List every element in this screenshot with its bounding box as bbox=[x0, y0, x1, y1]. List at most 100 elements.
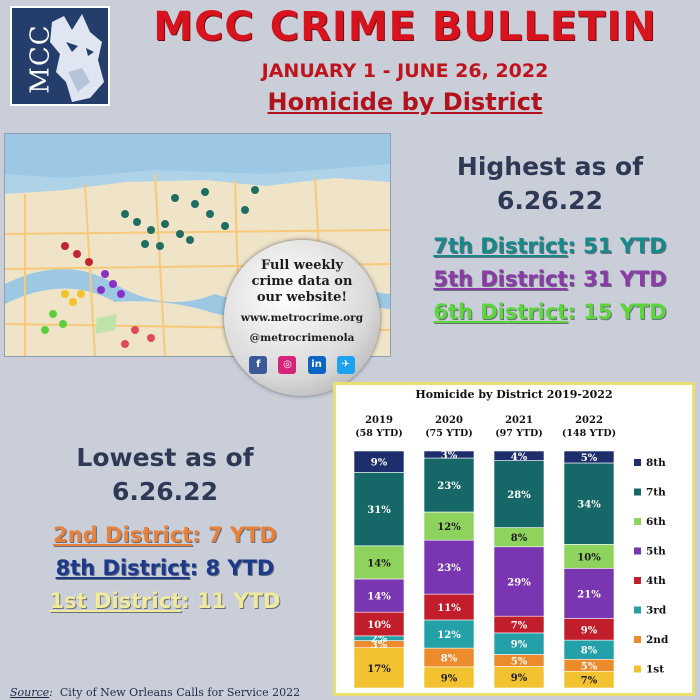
district-name: 2nd District bbox=[53, 523, 193, 547]
wolf-icon bbox=[50, 14, 104, 102]
data-label: 29% bbox=[507, 577, 531, 588]
category-label: 2021 bbox=[505, 415, 533, 426]
category-label: 2019 bbox=[365, 415, 393, 426]
district-value: 8 YTD bbox=[205, 556, 275, 580]
website-url[interactable]: www.metrocrime.org bbox=[240, 312, 364, 324]
data-label: 7% bbox=[511, 621, 528, 632]
legend-swatch bbox=[634, 459, 641, 466]
social-handle: @metrocrimenola bbox=[249, 332, 355, 344]
facebook-icon[interactable]: f bbox=[249, 356, 268, 374]
legend-label: 2nd bbox=[646, 634, 669, 646]
promo-line-3: our website! bbox=[256, 290, 348, 305]
data-label: 28% bbox=[507, 490, 531, 501]
highest-heading-line1: Highest as of bbox=[456, 152, 644, 181]
legend-label: 1st bbox=[646, 664, 664, 676]
bar-segment bbox=[423, 457, 475, 513]
category-sublabel: (75 YTD) bbox=[425, 428, 473, 439]
legend-label: 3rd bbox=[646, 605, 667, 617]
district-name: 8th District bbox=[55, 556, 190, 580]
highest-item: 6th District: 15 YTD bbox=[433, 300, 667, 324]
data-label: 9% bbox=[581, 625, 598, 636]
legend-label: 8th bbox=[646, 457, 666, 469]
legend-swatch bbox=[634, 577, 641, 584]
district-name: 1st District bbox=[49, 589, 182, 613]
data-label: 12% bbox=[437, 630, 461, 641]
district-value: 51 YTD bbox=[583, 234, 667, 258]
data-label: 9% bbox=[511, 673, 528, 684]
data-label: 23% bbox=[437, 481, 461, 492]
legend-swatch bbox=[634, 547, 641, 555]
linkedin-icon[interactable]: in bbox=[307, 356, 326, 374]
district-name: 5th District bbox=[433, 267, 568, 291]
bar-segment bbox=[563, 450, 615, 464]
data-label: 9% bbox=[371, 458, 388, 469]
bar-segment bbox=[493, 546, 545, 617]
data-label: 8% bbox=[511, 533, 528, 544]
data-label: 3% bbox=[371, 640, 388, 651]
legend-swatch bbox=[634, 518, 641, 525]
legend-label: 6th bbox=[646, 516, 666, 528]
section-heading: Homicide by District bbox=[267, 88, 543, 116]
lowest-item: 8th District: 8 YTD bbox=[55, 556, 275, 580]
data-label: 17% bbox=[367, 664, 391, 675]
data-label: 8% bbox=[581, 646, 598, 657]
data-label: 9% bbox=[511, 640, 528, 651]
district-value: 31 YTD bbox=[583, 267, 667, 291]
source-text: City of New Orleans Calls for Service 20… bbox=[59, 686, 301, 699]
district-name: 7th District bbox=[433, 234, 568, 258]
bar-segment bbox=[423, 511, 475, 541]
data-label: 10% bbox=[367, 620, 391, 631]
bar-segment bbox=[423, 619, 475, 649]
promo-line-2: crime data on bbox=[251, 274, 353, 289]
bar-segment bbox=[353, 647, 405, 689]
bar-segment bbox=[493, 450, 545, 461]
promo-line-1: Full weekly bbox=[260, 258, 344, 273]
legend-label: 4th bbox=[646, 575, 666, 587]
district-value: 15 YTD bbox=[583, 300, 667, 324]
data-label: 7% bbox=[581, 676, 598, 687]
mcc-logo: MCC bbox=[10, 6, 110, 106]
chart-canvas: 2019(58 YTD)17%3%2%10%14%14%31%9%2020(75… bbox=[353, 415, 669, 689]
category-sublabel: (97 YTD) bbox=[495, 428, 543, 439]
category-sublabel: (148 YTD) bbox=[562, 428, 616, 439]
highest-item: 5th District: 31 YTD bbox=[433, 267, 667, 291]
lowest-heading-line2: 6.26.22 bbox=[112, 477, 218, 506]
legend-swatch bbox=[634, 606, 641, 614]
data-label: 10% bbox=[577, 552, 601, 563]
source-note: Source: City of New Orleans Calls for Se… bbox=[10, 686, 301, 699]
chart-title: Homicide by District 2019-2022 bbox=[415, 388, 613, 401]
bar-segment bbox=[353, 472, 405, 547]
logo-text: MCC bbox=[25, 24, 56, 94]
district-name: 6th District bbox=[433, 300, 568, 324]
data-label: 21% bbox=[577, 589, 601, 600]
data-label: 8% bbox=[441, 653, 458, 664]
bar-segment bbox=[423, 539, 475, 595]
highest-item: 7th District: 51 YTD bbox=[433, 234, 667, 258]
website-promo: Full weekly crime data on our website! w… bbox=[224, 240, 380, 396]
data-label: 5% bbox=[581, 661, 598, 672]
data-label: 5% bbox=[511, 656, 528, 667]
homicide-chart: Homicide by District 2019-2022 2019 (58 Y… bbox=[333, 382, 695, 696]
legend-swatch bbox=[634, 636, 641, 643]
twitter-icon[interactable]: ✈ bbox=[336, 356, 355, 374]
data-label: 31% bbox=[367, 505, 391, 516]
source-label: Source bbox=[10, 686, 50, 699]
data-label: 23% bbox=[437, 563, 461, 574]
legend-label: 5th bbox=[646, 546, 666, 558]
data-label: 3% bbox=[441, 451, 458, 462]
instagram-icon[interactable]: ◎ bbox=[278, 356, 297, 374]
category-sublabel: (58 YTD) bbox=[355, 428, 403, 439]
bulletin-title: MCC CRIME BULLETIN bbox=[153, 4, 657, 50]
bar-segment bbox=[493, 460, 545, 528]
bar-segment bbox=[423, 450, 475, 459]
data-label: 4% bbox=[511, 452, 528, 463]
legend-label: 7th bbox=[646, 487, 666, 499]
data-label: 34% bbox=[577, 500, 601, 511]
data-label: 14% bbox=[367, 558, 391, 569]
bar-segment bbox=[563, 462, 615, 545]
legend-swatch bbox=[634, 665, 641, 673]
data-label: 12% bbox=[437, 522, 461, 533]
lowest-item: 1st District: 11 YTD bbox=[49, 589, 281, 613]
legend-swatch bbox=[634, 488, 641, 496]
lowest-item: 2nd District: 7 YTD bbox=[53, 523, 277, 547]
